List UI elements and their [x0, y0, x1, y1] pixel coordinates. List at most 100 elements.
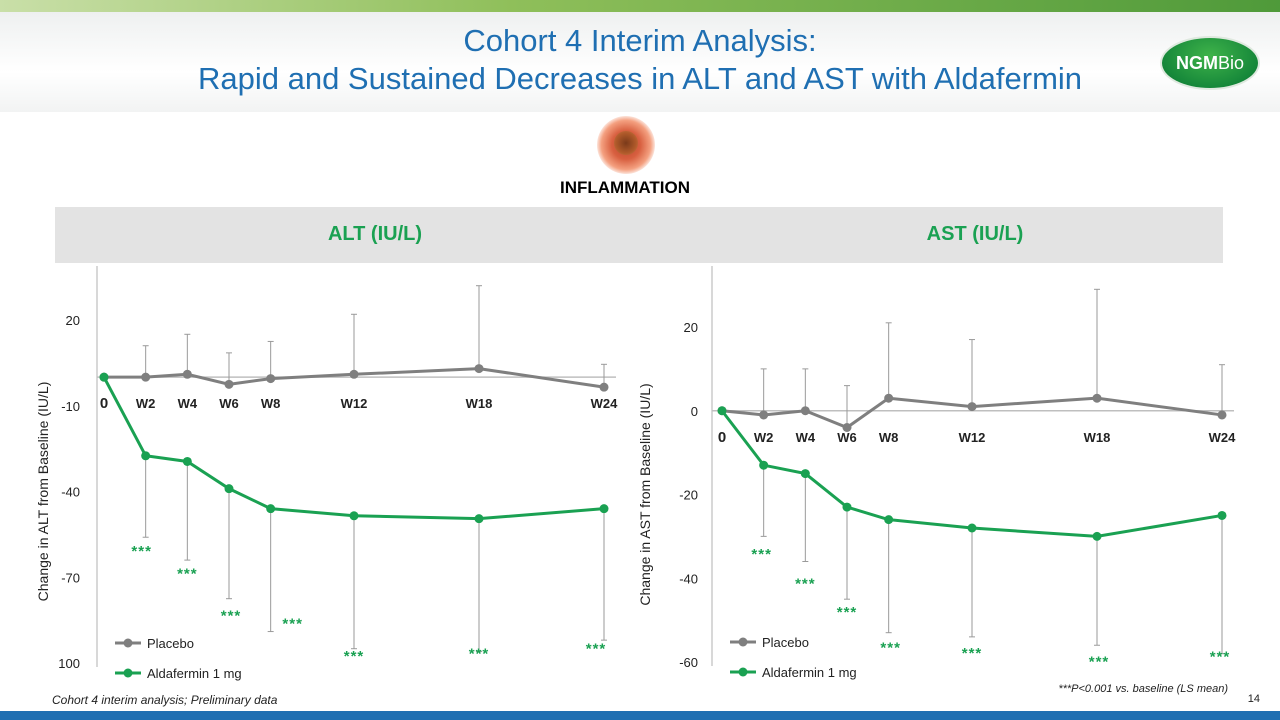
- ast-y-axis-title: Change in AST from Baseline (IU/L): [637, 383, 653, 605]
- ast-significance-marker: ***: [795, 576, 816, 593]
- page-title: Cohort 4 Interim Analysis: Rapid and Sus…: [0, 22, 1280, 98]
- alt-aldafermin-point: [182, 456, 192, 466]
- ast-placebo-point: [800, 406, 810, 416]
- alt-placebo-point: [266, 374, 276, 384]
- ast-placebo-point: [884, 393, 894, 403]
- ast-aldafermin-point: [967, 523, 977, 533]
- ast-x-tick-label: W2: [754, 430, 774, 445]
- alt-x-origin-label: 0: [100, 395, 108, 412]
- top-accent-bar: [0, 0, 1280, 12]
- alt-y-tick-label: 20: [66, 313, 80, 328]
- alt-significance-marker: ***: [344, 648, 365, 665]
- alt-placebo-point: [474, 364, 484, 374]
- ast-aldafermin-line: [720, 409, 1223, 538]
- alt-chart: 20 -10 -40 -70 100 Change in ALT from Baselin…: [35, 266, 619, 681]
- alt-aldafermin-point: [599, 504, 609, 514]
- ast-panel-title: AST (IU/L): [926, 223, 1024, 245]
- alt-aldafermin-point: [224, 484, 234, 494]
- page-number: 14: [1247, 693, 1260, 705]
- ast-y-tick-label: 0: [691, 404, 698, 419]
- ast-significance-marker: ***: [837, 604, 858, 621]
- ast-x-tick-label: W12: [959, 430, 986, 445]
- ast-y-tick-label: 20: [684, 320, 698, 335]
- alt-legend-label: Placebo: [147, 636, 194, 651]
- alt-placebo-point: [182, 369, 192, 379]
- alt-y-tick-label: 100: [58, 656, 80, 671]
- ast-significance-marker: ***: [1089, 653, 1110, 670]
- ast-x-tick-label: W4: [796, 430, 816, 445]
- panel-header-band: ALT (IU/L) AST (IU/L): [55, 207, 1223, 263]
- footnote-significance: ***P<0.001 vs. baseline (LS mean): [1058, 683, 1228, 695]
- ast-aldafermin-point: [759, 460, 769, 470]
- alt-aldafermin-point: [349, 511, 359, 521]
- bottom-accent-bar: [0, 711, 1280, 720]
- alt-legend-marker: [123, 668, 133, 678]
- ast-y-tick-label: -20: [679, 488, 698, 503]
- alt-y-tick-label: -40: [61, 485, 80, 500]
- ast-significance-marker: ***: [962, 645, 983, 662]
- alt-placebo-point: [224, 379, 234, 389]
- ast-aldafermin-point: [800, 469, 810, 479]
- ast-placebo-point: [842, 423, 852, 432]
- alt-aldafermin-point: [474, 514, 484, 524]
- inflammation-icon-core: [614, 131, 638, 155]
- ast-y-tick-label: -40: [679, 571, 698, 586]
- ast-aldafermin-point: [1092, 531, 1102, 541]
- alt-x-tick-label: W4: [178, 396, 198, 411]
- alt-x-tick-label: W8: [261, 396, 281, 411]
- ast-chart: 20 0 -20 -40 -60 Change in AST from Baseline …: [637, 266, 1237, 680]
- ast-placebo-line: [721, 396, 1223, 430]
- title-line-2: Rapid and Sustained Decreases in ALT and…: [197, 61, 1083, 96]
- ast-placebo-point: [1217, 410, 1227, 420]
- alt-y-axis-title: Change in ALT from Baseline (IU/L): [35, 382, 51, 602]
- alt-aldafermin-point: [141, 451, 151, 461]
- ast-significance-marker: ***: [880, 640, 901, 657]
- ast-y-tick-label: -60: [679, 655, 698, 670]
- ast-aldafermin-point: [717, 406, 727, 416]
- ast-x-tick-label: W24: [1209, 430, 1237, 445]
- alt-significance-marker: ***: [221, 608, 242, 625]
- ast-significance-marker: ***: [1210, 648, 1231, 665]
- ngmbio-logo: NGMBio: [1162, 38, 1258, 88]
- ast-legend-marker: [738, 637, 748, 647]
- alt-placebo-point: [599, 382, 609, 392]
- alt-y-tick-label: -10: [61, 399, 80, 414]
- alt-significance-marker: ***: [586, 641, 607, 658]
- alt-significance-marker: ***: [177, 565, 198, 582]
- alt-x-tick-label: W12: [341, 396, 368, 411]
- ast-x-tick-label: W8: [879, 430, 899, 445]
- alt-x-tick-label: W6: [219, 396, 239, 411]
- ast-x-tick-label: W18: [1084, 430, 1111, 445]
- alt-x-tick-label: W18: [466, 396, 493, 411]
- alt-significance-marker: ***: [469, 646, 490, 663]
- section-label: INFLAMMATION: [560, 178, 690, 197]
- ast-x-origin-label: 0: [718, 429, 726, 446]
- ast-aldafermin-point: [884, 515, 894, 525]
- alt-placebo-point: [141, 372, 151, 382]
- alt-y-tick-label: -70: [61, 570, 80, 585]
- alt-significance-marker: ***: [282, 616, 303, 633]
- alt-x-tick-label: W2: [136, 396, 156, 411]
- ast-aldafermin-point: [842, 502, 852, 512]
- ast-legend-label: Aldafermin 1 mg: [762, 665, 857, 680]
- alt-placebo-line: [104, 367, 605, 389]
- ast-significance-marker: ***: [751, 546, 772, 563]
- ast-placebo-point: [759, 410, 769, 420]
- alt-aldafermin-point: [99, 372, 109, 382]
- alt-legend-label: Aldafermin 1 mg: [147, 666, 242, 681]
- ast-aldafermin-point: [1217, 510, 1227, 520]
- alt-aldafermin-line: [102, 376, 605, 521]
- ast-x-tick-label: W6: [837, 430, 857, 445]
- ast-placebo-point: [967, 402, 977, 412]
- alt-x-tick-label: W24: [591, 396, 619, 411]
- footnote-source: Cohort 4 interim analysis; Preliminary d…: [52, 693, 278, 707]
- ast-legend-marker: [738, 667, 748, 677]
- ast-placebo-point: [1092, 393, 1102, 403]
- ast-legend-label: Placebo: [762, 635, 809, 650]
- alt-aldafermin-point: [266, 504, 276, 514]
- header-band: [0, 12, 1280, 112]
- alt-significance-marker: ***: [131, 543, 152, 560]
- alt-panel-title: ALT (IU/L): [327, 223, 423, 245]
- title-line-1: Cohort 4 Interim Analysis:: [463, 23, 817, 58]
- alt-placebo-point: [349, 369, 359, 379]
